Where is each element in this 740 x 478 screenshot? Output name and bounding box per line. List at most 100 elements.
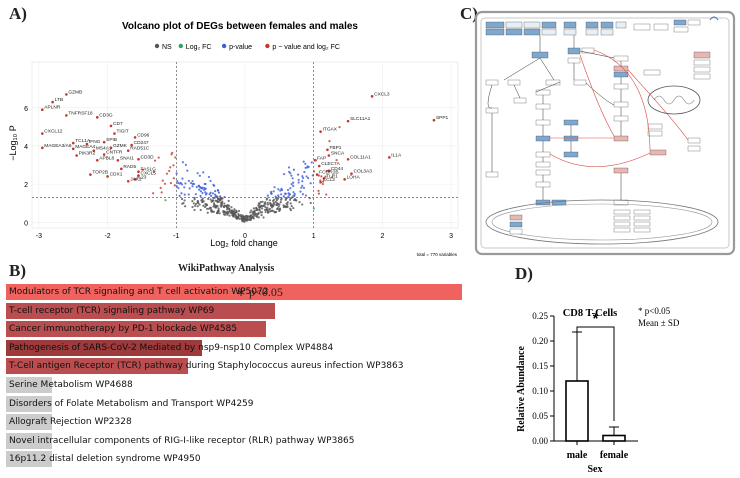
volcano-point	[307, 177, 310, 180]
volcano-point-labeled	[130, 143, 133, 147]
volcano-point	[298, 200, 301, 204]
volcano-point	[202, 204, 205, 207]
volcano-point-labeled	[326, 148, 329, 152]
volcano-point	[209, 179, 212, 183]
volcano-point	[198, 174, 201, 177]
volcano-point	[301, 184, 304, 187]
volcano-point	[223, 213, 227, 216]
cd8-x-tick: female	[600, 450, 629, 461]
volcano-point	[306, 166, 309, 169]
volcano-point-labeled	[137, 158, 140, 161]
volcano-point	[197, 201, 200, 205]
volcano-point-labeled	[116, 158, 120, 162]
volcano-point	[244, 215, 248, 218]
wiki-bar	[6, 358, 189, 375]
volcano-gene-label: PIK3R2	[79, 150, 96, 156]
volcano-point-labeled	[343, 178, 346, 181]
volcano-point	[302, 160, 305, 163]
volcano-point	[288, 170, 291, 173]
volcano-point	[227, 204, 231, 207]
volcano-point	[284, 198, 287, 202]
volcano-point-labeled	[109, 124, 113, 128]
volcano-point-labeled	[120, 167, 123, 171]
volcano-point-labeled	[133, 178, 137, 181]
volcano-point	[302, 176, 305, 180]
volcano-point	[184, 182, 187, 185]
volcano-point-labeled	[41, 132, 44, 135]
volcano-point	[292, 206, 295, 210]
volcano-point-labeled	[41, 146, 44, 150]
volcano-point	[168, 169, 171, 173]
wiki-bar-label: Modulators of TCR signaling and T cell a…	[9, 287, 269, 297]
volcano-point	[177, 181, 180, 185]
volcano-point	[285, 196, 288, 200]
volcano-point	[242, 215, 245, 218]
volcano-point	[264, 210, 267, 214]
volcano-point	[289, 187, 292, 190]
volcano-gene-label: SPP1	[436, 115, 449, 121]
volcano-point	[266, 211, 270, 214]
cd8-bars: male female *	[565, 310, 629, 461]
volcano-point	[285, 205, 289, 208]
volcano-point	[216, 211, 219, 215]
wiki-bar-row: T-cell receptor (TCR) signaling pathway …	[6, 302, 462, 319]
volcano-point	[213, 196, 216, 199]
volcano-point	[287, 166, 291, 169]
volcano-point	[196, 172, 199, 175]
volcano-point	[251, 215, 254, 219]
volcano-point	[278, 207, 282, 210]
volcano-point	[207, 197, 210, 200]
cd8-y-tick: 0.05	[532, 411, 548, 421]
volcano-point-labeled	[65, 114, 68, 117]
volcano-point	[292, 181, 295, 184]
volcano-point	[214, 189, 217, 193]
volcano-point	[179, 181, 182, 185]
volcano-point	[191, 180, 194, 183]
volcano-point-labeled	[71, 141, 75, 145]
volcano-point-labeled	[432, 118, 436, 122]
volcano-point	[199, 208, 202, 212]
volcano-point	[288, 198, 292, 201]
volcano-point	[238, 217, 241, 221]
volcano-point	[175, 185, 178, 188]
volcano-x-tick: -2	[104, 233, 110, 240]
volcano-point	[226, 212, 229, 215]
volcano-point	[320, 175, 323, 178]
volcano-gene-label: APBL8	[99, 155, 114, 161]
volcano-point	[211, 199, 214, 203]
volcano-point	[172, 164, 175, 167]
inhibition-lines	[549, 49, 689, 167]
cell-inner	[480, 17, 730, 249]
volcano-point	[228, 207, 231, 210]
volcano-point	[277, 194, 280, 197]
volcano-gene-label: FASLG	[141, 167, 157, 173]
volcano-point	[206, 207, 209, 210]
volcano-point	[196, 205, 199, 208]
volcano-point	[163, 182, 167, 185]
cd8-bar-chart: CD8 T-Cells 0.00 0.05 0.10 0.15 0.20 0.25 mal…	[516, 306, 680, 475]
volcano-gene-label: CXCL5	[141, 171, 157, 177]
wiki-bar-row: Cancer immunotherapy by PD-1 blockade WP…	[6, 321, 462, 338]
volcano-point	[274, 197, 278, 200]
volcano-legend-label: p − value and log₂ FC	[272, 44, 340, 51]
volcano-x-tick: 3	[449, 233, 453, 240]
volcano-point-labeled	[106, 175, 109, 178]
volcano-point	[212, 183, 215, 186]
volcano-point	[312, 170, 316, 173]
volcano-point	[279, 193, 283, 196]
volcano-gene-label: CCL3	[323, 177, 336, 183]
volcano-point-labeled	[126, 149, 130, 153]
volcano-point	[270, 206, 274, 209]
volcano-legend-label: p-value	[229, 44, 252, 51]
volcano-gene-label: TOP2B	[92, 170, 108, 176]
volcano-x-tick: -3	[36, 233, 42, 240]
volcano-point	[255, 214, 259, 218]
volcano-points	[141, 126, 341, 223]
volcano-point	[266, 194, 269, 197]
wiki-significance-note: ∗ p<0.05	[236, 285, 283, 299]
wiki-bar	[6, 284, 462, 300]
volcano-point	[164, 199, 167, 202]
volcano-gene-label: MS4A1	[96, 146, 112, 152]
cd8-x-label: Sex	[588, 464, 603, 475]
